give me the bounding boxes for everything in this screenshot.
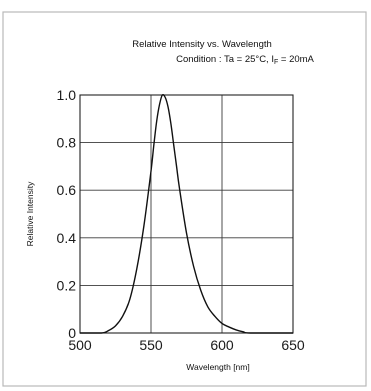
plot-area	[79, 94, 294, 334]
y-tick-label: 1.0	[57, 87, 77, 103]
subtitle-prefix: Condition : Ta = 25	[176, 54, 255, 65]
subtitle-degree: °C, I	[255, 54, 274, 65]
y-tick-label: 0.4	[57, 230, 77, 246]
x-tick-label: 650	[281, 337, 305, 353]
chart-frame	[2, 11, 367, 387]
x-axis-label: Wavelength [nm]	[186, 362, 249, 372]
x-tick-label: 500	[68, 337, 92, 353]
series-line-relative-intensity	[79, 93, 293, 334]
y-tick-label: 0.8	[57, 135, 77, 151]
x-tick-label: 550	[139, 337, 163, 353]
y-axis-label: Relative Intensity	[25, 181, 35, 246]
subtitle-suffix: = 20mA	[278, 54, 314, 65]
chart-subtitle: Condition : Ta = 25°C, IF = 20mA	[176, 54, 314, 66]
y-tick-label: 0	[68, 325, 76, 341]
tick-labels: 0 0.2 0.4 0.6 0.8 1.0 500 550 600 650	[57, 87, 305, 353]
y-tick-label: 0.6	[57, 182, 77, 198]
x-tick-label: 600	[210, 337, 234, 353]
grid	[80, 95, 293, 333]
chart-title: Relative Intensity vs. Wavelength	[132, 39, 272, 50]
subtitle-subscript: F	[274, 59, 278, 66]
y-tick-label: 0.2	[57, 277, 77, 293]
